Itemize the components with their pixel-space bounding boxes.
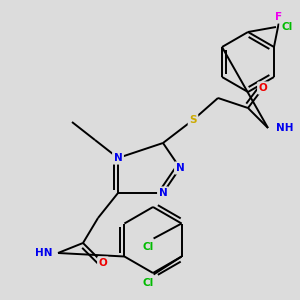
Text: S: S [189, 115, 197, 125]
Text: O: O [99, 258, 107, 268]
Text: F: F [275, 12, 283, 22]
Text: N: N [114, 153, 122, 163]
Text: O: O [259, 83, 267, 93]
Text: HN: HN [35, 248, 53, 258]
Text: N: N [159, 188, 167, 198]
Text: NH: NH [276, 123, 293, 133]
Text: Cl: Cl [143, 278, 154, 287]
Text: N: N [176, 163, 184, 173]
Text: Cl: Cl [281, 22, 292, 32]
Text: Cl: Cl [143, 242, 154, 251]
